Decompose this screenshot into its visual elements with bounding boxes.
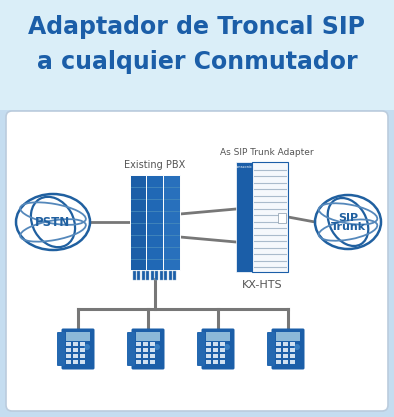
Bar	[206, 348, 212, 352]
Bar	[74, 348, 78, 352]
Bar	[130, 174, 146, 269]
Bar	[67, 354, 71, 358]
Bar	[136, 332, 160, 341]
Bar	[136, 354, 141, 358]
Bar	[290, 342, 296, 346]
Bar	[156, 271, 158, 279]
Bar	[206, 332, 230, 341]
Bar	[151, 342, 156, 346]
Bar	[136, 360, 141, 364]
Bar	[143, 348, 149, 352]
Text: SIP: SIP	[338, 213, 358, 223]
Bar	[80, 348, 85, 352]
Bar	[67, 348, 71, 352]
FancyBboxPatch shape	[61, 329, 95, 369]
Bar	[133, 271, 136, 279]
Bar	[221, 348, 225, 352]
Ellipse shape	[16, 194, 90, 250]
FancyBboxPatch shape	[197, 332, 205, 366]
Bar	[163, 174, 180, 269]
Bar	[277, 360, 281, 364]
Bar	[276, 332, 300, 341]
Bar	[151, 360, 156, 364]
Text: KX-HTS: KX-HTS	[242, 280, 282, 290]
Bar	[236, 162, 252, 272]
Bar	[173, 271, 177, 279]
Bar	[214, 354, 219, 358]
Bar	[214, 348, 219, 352]
Bar	[221, 342, 225, 346]
Bar	[147, 271, 149, 279]
Bar	[290, 348, 296, 352]
Text: PSTN: PSTN	[35, 216, 71, 229]
Bar	[80, 360, 85, 364]
Bar	[67, 360, 71, 364]
Bar	[143, 342, 149, 346]
Circle shape	[154, 344, 160, 350]
Bar	[67, 342, 71, 346]
FancyBboxPatch shape	[127, 332, 135, 366]
Bar	[151, 348, 156, 352]
Bar	[277, 342, 281, 346]
Bar	[284, 348, 288, 352]
Bar	[74, 342, 78, 346]
Text: Trunk: Trunk	[331, 222, 366, 232]
Bar	[290, 360, 296, 364]
Circle shape	[294, 344, 300, 350]
Bar	[143, 360, 149, 364]
Bar	[290, 354, 296, 358]
Bar	[278, 213, 286, 223]
Bar	[142, 271, 145, 279]
Bar	[74, 354, 78, 358]
FancyBboxPatch shape	[267, 332, 275, 366]
Ellipse shape	[315, 195, 381, 249]
Bar	[151, 271, 154, 279]
Bar	[136, 342, 141, 346]
Bar	[277, 348, 281, 352]
Bar	[80, 342, 85, 346]
Bar	[146, 174, 163, 269]
Bar	[206, 342, 212, 346]
Text: Existing PBX: Existing PBX	[125, 159, 186, 169]
Bar	[252, 162, 288, 272]
FancyBboxPatch shape	[57, 332, 65, 366]
Bar	[151, 354, 156, 358]
Bar	[143, 354, 149, 358]
FancyBboxPatch shape	[6, 111, 388, 411]
Bar	[138, 271, 141, 279]
Bar	[169, 271, 172, 279]
Bar	[284, 354, 288, 358]
Text: As SIP Trunk Adapter: As SIP Trunk Adapter	[220, 148, 314, 157]
FancyBboxPatch shape	[201, 329, 234, 369]
Bar	[284, 342, 288, 346]
FancyBboxPatch shape	[271, 329, 305, 369]
Bar	[221, 360, 225, 364]
Bar	[74, 360, 78, 364]
FancyBboxPatch shape	[0, 0, 394, 110]
Bar	[221, 354, 225, 358]
FancyBboxPatch shape	[132, 329, 165, 369]
Bar	[206, 354, 212, 358]
Text: a cualquier Conmutador: a cualquier Conmutador	[37, 50, 357, 74]
Bar	[214, 360, 219, 364]
Circle shape	[84, 344, 90, 350]
Bar	[160, 271, 163, 279]
Bar	[136, 348, 141, 352]
Text: Panasonic: Panasonic	[235, 165, 253, 169]
Bar	[80, 354, 85, 358]
Bar	[214, 342, 219, 346]
Bar	[284, 360, 288, 364]
Bar	[277, 354, 281, 358]
Bar	[66, 332, 90, 341]
Text: Adaptador de Troncal SIP: Adaptador de Troncal SIP	[28, 15, 366, 39]
Circle shape	[224, 344, 230, 350]
Bar	[165, 271, 167, 279]
Bar	[206, 360, 212, 364]
